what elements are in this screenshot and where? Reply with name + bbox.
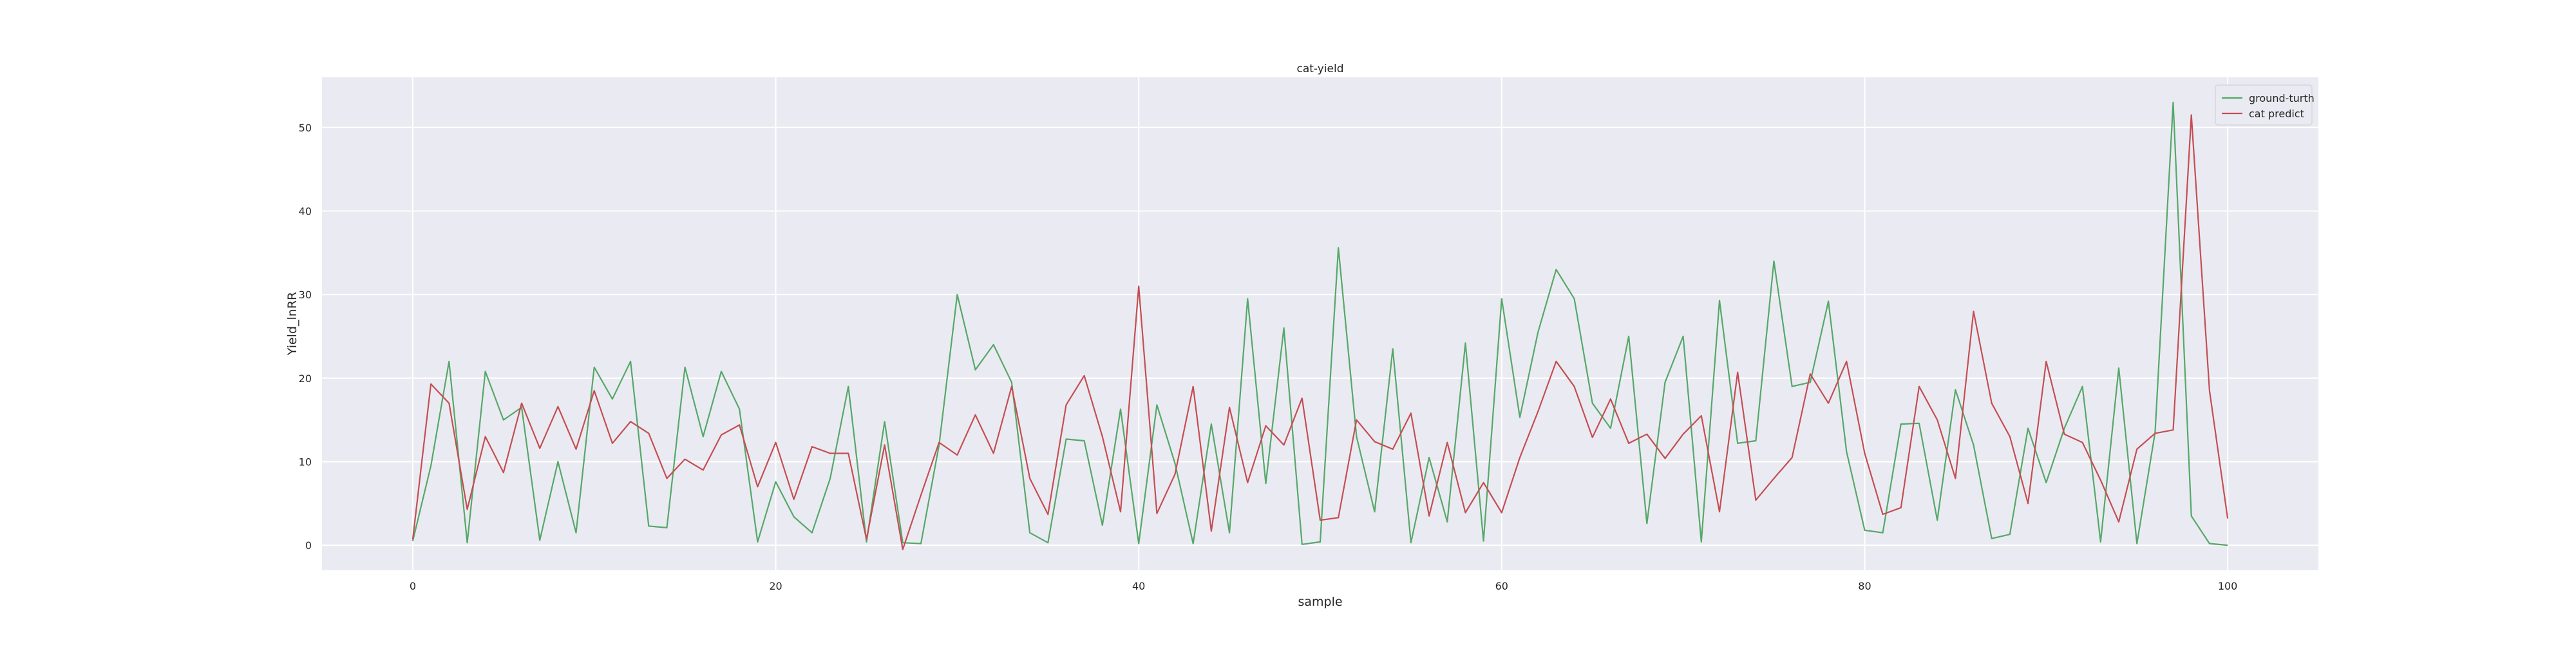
x-tick-label: 100 <box>2218 580 2238 592</box>
y-tick-label: 20 <box>299 372 312 385</box>
x-tick-label: 60 <box>1495 580 1508 592</box>
legend-entry: ground-turth <box>2249 92 2315 104</box>
plot-area <box>322 77 2318 570</box>
legend-box <box>2215 84 2313 126</box>
y-tick-label: 50 <box>299 122 312 134</box>
x-tick-label: 20 <box>769 580 782 592</box>
y-tick-label: 40 <box>299 205 312 217</box>
y-tick-label: 10 <box>299 456 312 468</box>
x-axis-label: sample <box>1298 595 1342 609</box>
x-tick-label: 80 <box>1858 580 1871 592</box>
x-tick-label: 40 <box>1132 580 1145 592</box>
tick-labels: 0 20 40 60 80 100 0 10 20 30 40 50 <box>299 122 2238 592</box>
legend: ground-turth cat predict <box>2215 84 2315 126</box>
grid <box>322 77 2318 570</box>
y-tick-label: 0 <box>305 539 312 552</box>
series-layer <box>412 101 2229 550</box>
y-tick-label: 30 <box>299 289 312 301</box>
series-line-cat-predict <box>412 114 2229 550</box>
chart-title: cat-yield <box>1296 63 1343 75</box>
legend-entry: cat predict <box>2249 108 2304 120</box>
y-axis-label: Yield_lnRR <box>285 292 299 356</box>
x-tick-label: 0 <box>410 580 416 592</box>
series-line-ground-truth <box>412 101 2228 546</box>
